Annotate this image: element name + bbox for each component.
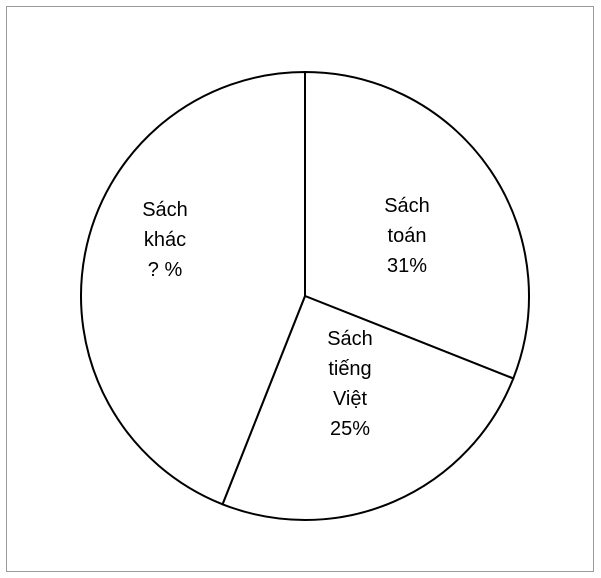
pie-label-0-line-1: toán	[388, 225, 427, 247]
pie-label-1-line-2: Việt	[333, 388, 368, 410]
pie-slices	[80, 70, 530, 521]
pie-slice-2	[80, 70, 306, 506]
pie-labels: Sách toán 31% Sách tiếng Việt 25% Sách khác ? %	[142, 195, 430, 440]
pie-slice-1	[221, 294, 515, 521]
pie-label-2-line-0: Sách	[142, 199, 188, 221]
pie-label-1-line-3: 25%	[330, 418, 370, 440]
pie-label-1-line-0: Sách	[327, 328, 373, 350]
pie-label-0-line-0: Sách	[384, 195, 430, 217]
pie-slice-0	[304, 70, 530, 380]
pie-label-2-line-1: khác	[144, 229, 186, 251]
pie-label-2-line-2: ? %	[148, 259, 183, 281]
pie-label-1-line-1: tiếng	[328, 358, 371, 380]
pie-label-0-line-2: 31%	[387, 255, 427, 277]
